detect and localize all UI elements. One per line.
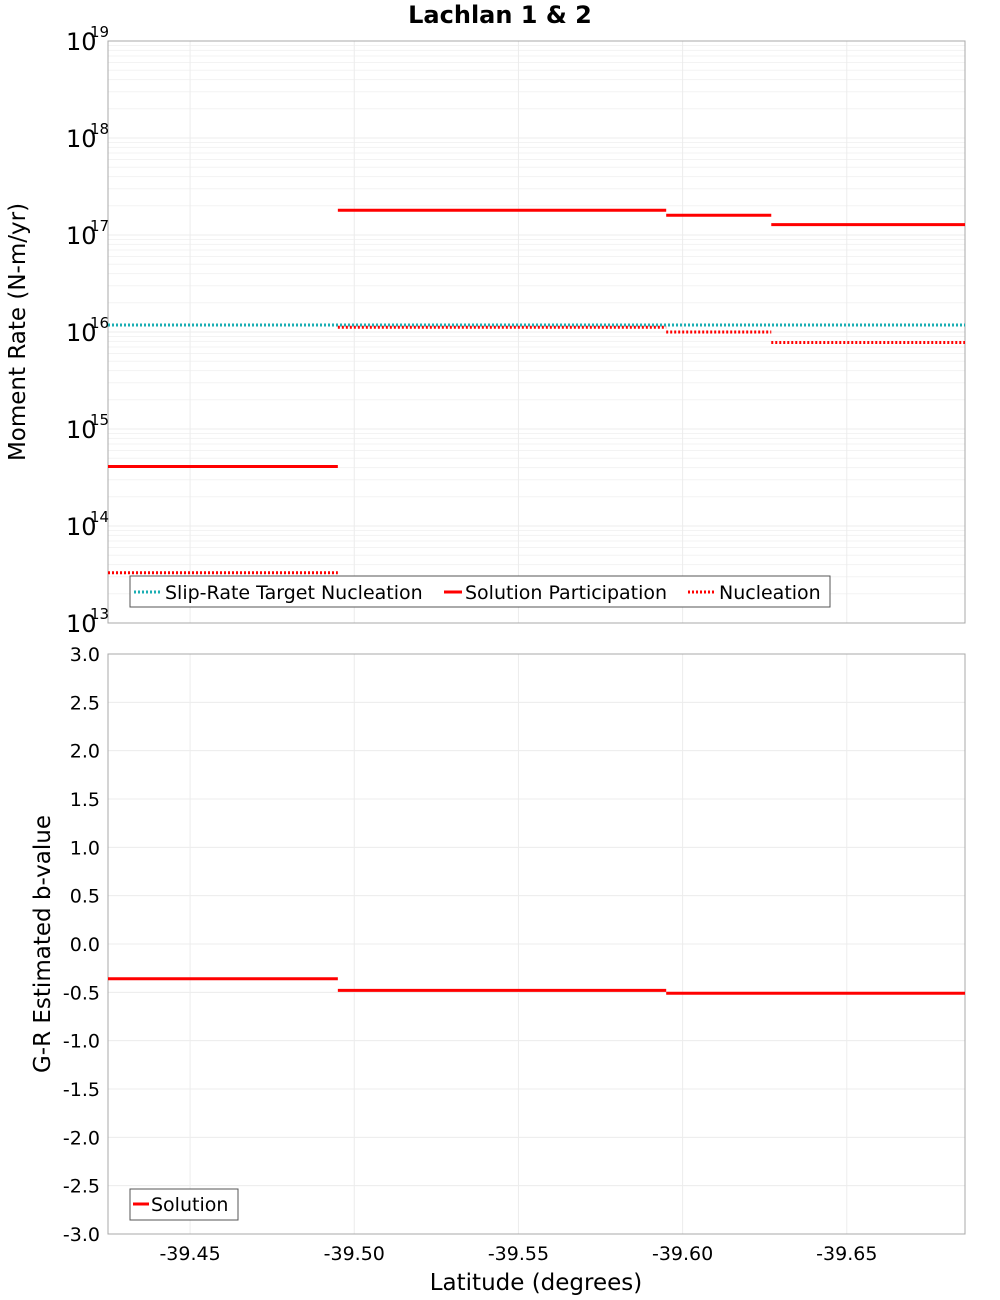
y-tick-label: -0.5	[63, 982, 100, 1004]
y-tick-label: -1.0	[63, 1031, 100, 1053]
x-tick-label: -39.50	[324, 1243, 385, 1265]
y-tick-label: 10	[66, 416, 97, 444]
x-tick-label: -39.60	[652, 1243, 713, 1265]
y-tick-exponent: 15	[90, 411, 109, 429]
legend-label-solution: Solution	[151, 1194, 228, 1216]
b-value-series	[108, 977, 965, 995]
x-tick-label: -39.55	[488, 1243, 549, 1265]
moment-rate-grid	[108, 40, 965, 624]
moment-rate-series	[108, 208, 965, 575]
y-tick-label: 10	[66, 610, 97, 638]
y-tick-exponent: 16	[90, 314, 109, 332]
y-tick-label: 10	[66, 319, 97, 347]
y-tick-label: 1.5	[70, 789, 100, 811]
y-tick-label: 2.0	[70, 741, 100, 763]
x-tick-label: -39.65	[816, 1243, 877, 1265]
b-value-legend: Solution	[129, 1188, 239, 1221]
y-tick-exponent: 14	[90, 508, 109, 526]
moment-rate-legend: Slip-Rate Target Nucleation Solution Par…	[129, 575, 831, 608]
y-tick-label: 3.0	[70, 644, 100, 666]
b-value-y-ticks: 3.0 2.5 2.0 1.5 1.0 0.5 0.0 -0.5 -1.0 -1.5 -2.0 -2.…	[63, 644, 100, 1246]
y-tick-label: 2.5	[70, 692, 100, 714]
y-tick-label: 1.0	[70, 837, 100, 859]
b-value-panel: 3.0 2.5 2.0 1.5 1.0 0.5 0.0 -0.5 -1.0 -1.5 -2.0 -2.…	[30, 644, 966, 1296]
y-tick-label: -2.5	[63, 1176, 100, 1198]
y-tick-label: 10	[66, 222, 97, 250]
y-tick-exponent: 17	[90, 217, 109, 235]
y-tick-label: -2.0	[63, 1127, 100, 1149]
y-tick-exponent: 19	[90, 23, 109, 41]
y-tick-label: -1.5	[63, 1079, 100, 1101]
b-value-grid	[108, 653, 965, 1235]
latitude-x-ticks: -39.45 -39.50 -39.55 -39.60 -39.65	[159, 1243, 877, 1265]
y-tick-label: 10	[66, 125, 97, 153]
legend-label-slip-rate-target: Slip-Rate Target Nucleation	[165, 582, 423, 604]
y-tick-label: 0.0	[70, 934, 100, 956]
b-value-y-axis-title: G-R Estimated b-value	[30, 815, 56, 1073]
moment-rate-plot-frame	[107, 40, 966, 624]
latitude-x-axis-title: Latitude (degrees)	[430, 1270, 643, 1296]
x-tick-label: -39.45	[159, 1243, 220, 1265]
y-tick-label: -3.0	[63, 1224, 100, 1246]
y-tick-exponent: 18	[90, 120, 109, 138]
chart-title: Lachlan 1 & 2	[408, 1, 592, 29]
y-tick-label: 10	[66, 513, 97, 541]
legend-label-nucleation: Nucleation	[719, 582, 821, 604]
y-tick-label: 10	[66, 28, 97, 56]
y-tick-label: 0.5	[70, 886, 100, 908]
legend-label-solution-participation: Solution Participation	[465, 582, 667, 604]
y-tick-exponent: 13	[90, 605, 109, 623]
moment-rate-y-axis-title: Moment Rate (N-m/yr)	[5, 203, 31, 461]
b-value-plot-frame	[107, 653, 966, 1235]
